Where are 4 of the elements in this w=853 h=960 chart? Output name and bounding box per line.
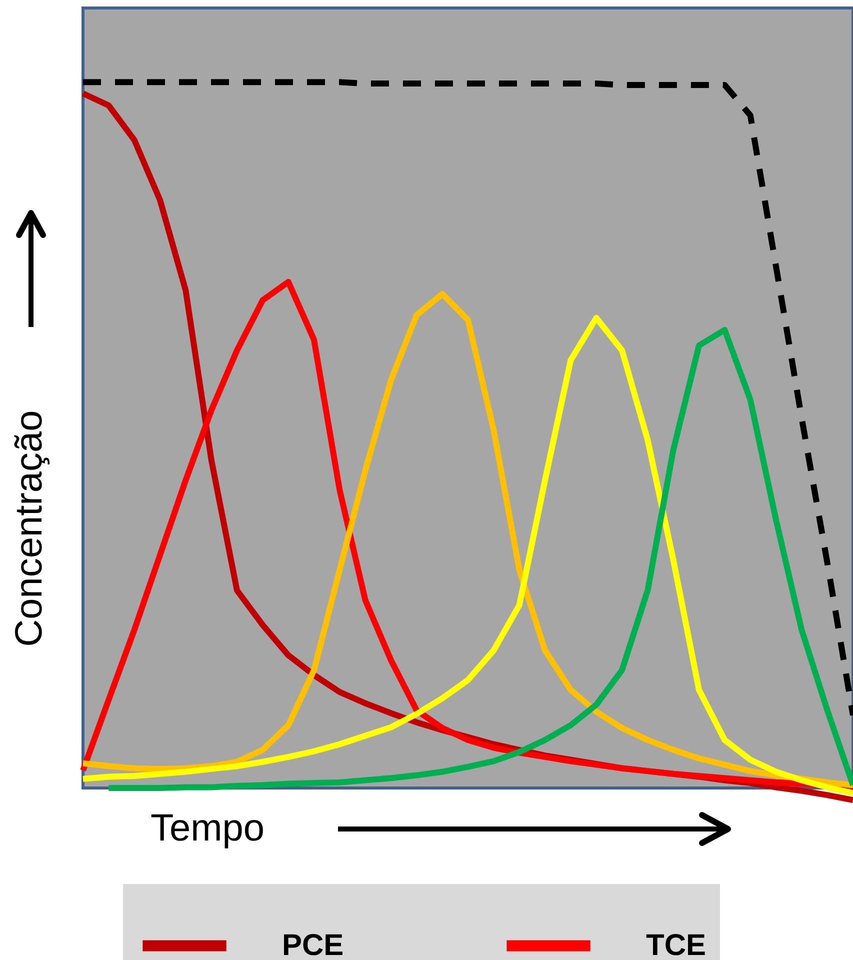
legend-label: PCE (282, 928, 344, 960)
legend-label: TCE (646, 928, 706, 960)
y-axis-title: Concentração (8, 410, 50, 647)
x-axis-title: Tempo (150, 808, 265, 850)
